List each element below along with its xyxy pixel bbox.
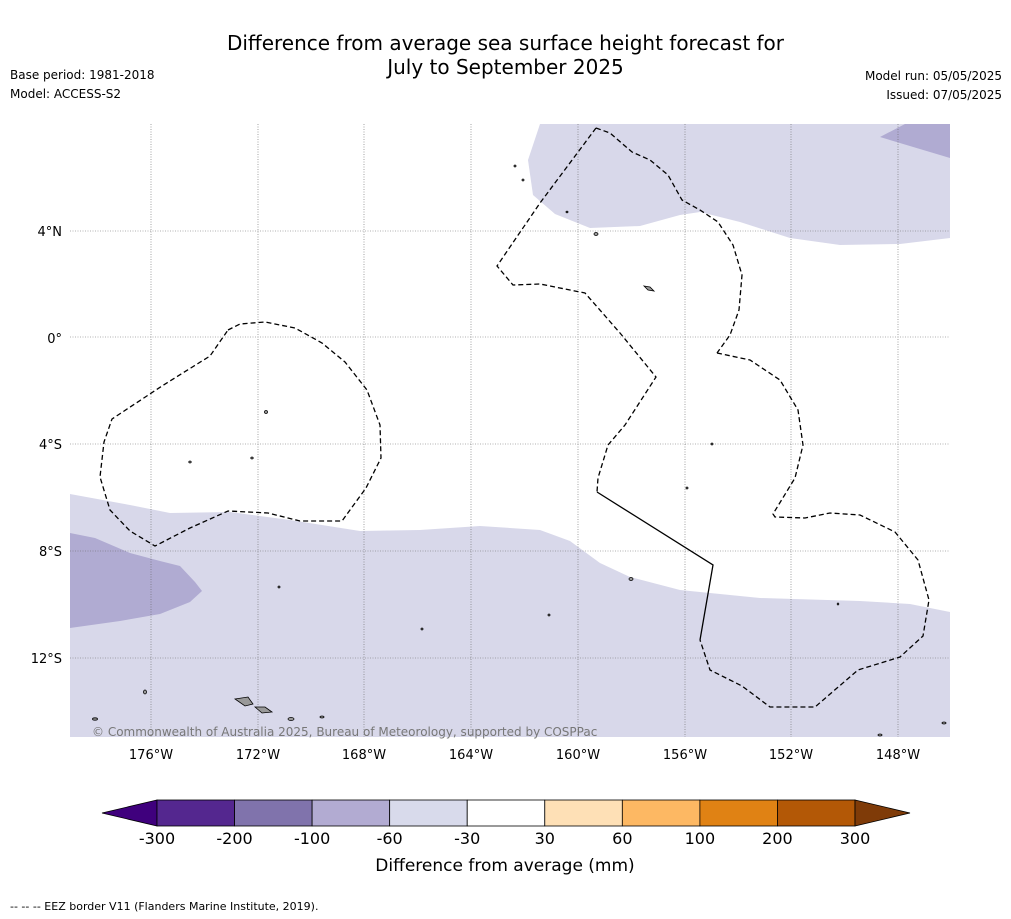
lon-label-148w: 148°W [876, 748, 920, 763]
lat-label-0: 0° [47, 332, 62, 347]
lat-label-4s: 4°S [39, 438, 62, 453]
colorbar-tick-label: -100 [294, 829, 330, 848]
eez-border-east [699, 352, 930, 708]
eez-border-north-2 [496, 127, 657, 493]
lat-label-8s: 8°S [39, 545, 62, 560]
colorbar-segment [544, 799, 623, 827]
lon-label-168w: 168°W [342, 748, 386, 763]
colorbar-tick-label: 300 [840, 829, 871, 848]
meta-left: Base period: 1981-2018 Model: ACCESS-S2 [10, 66, 155, 104]
colorbar-tick-label: 200 [762, 829, 793, 848]
colorbar-tick-label: -60 [377, 829, 403, 848]
eez-border-solid [596, 491, 714, 641]
anomaly-region-south [70, 494, 950, 737]
lon-label-176w: 176°W [129, 748, 173, 763]
lon-label-156w: 156°W [663, 748, 707, 763]
lon-label-172w: 172°W [236, 748, 280, 763]
colorbar-segment [621, 799, 701, 827]
colorbar-segment [466, 799, 546, 827]
lon-label-164w: 164°W [449, 748, 493, 763]
anomaly-region-northeast [880, 124, 950, 158]
colorbar-tick-label: -200 [216, 829, 252, 848]
colorbar-ticks: -300 -200 -100 -60 -30 30 60 100 200 300 [139, 829, 870, 848]
colorbar-tick-label: 30 [535, 829, 555, 848]
colorbar-segment [699, 799, 778, 827]
colorbar-tick-label: 60 [612, 829, 632, 848]
lon-label-152w: 152°W [769, 748, 813, 763]
anomaly-region-north [528, 124, 950, 245]
lat-label-4n: 4°N [38, 225, 63, 240]
eez-border-north [595, 127, 743, 354]
title-line-1: Difference from average sea surface heig… [226, 31, 785, 55]
colorbar-segment [156, 799, 235, 827]
colorbar-tick-label: 100 [685, 829, 716, 848]
copyright-text: © Commonwealth of Australia 2025, Bureau… [92, 725, 597, 739]
colorbar-segment [311, 799, 391, 827]
latitude-labels: 4°N 0° 4°S 8°S 12°S [31, 225, 62, 667]
colorbar-segment [234, 799, 313, 827]
chart-title: Difference from average sea surface heig… [0, 31, 1011, 79]
colorbar-extend-high [854, 799, 911, 827]
issued-date: Issued: 07/05/2025 [886, 88, 1002, 102]
gridlines [70, 124, 950, 737]
eez-borders [99, 127, 930, 708]
colorbar-tick-label: -30 [454, 829, 480, 848]
colorbar-extend-low [101, 799, 158, 827]
model-run: Model run: 05/05/2025 [864, 69, 1002, 83]
longitude-labels: 176°W 172°W 168°W 164°W 160°W 156°W 152°… [129, 748, 920, 763]
colorbar-title: Difference from average (mm) [375, 856, 634, 876]
colorbar-segment [389, 799, 468, 827]
title-line-2: July to September 2025 [387, 55, 624, 79]
eez-border-west [99, 321, 382, 547]
colorbar-tick-label: -300 [139, 829, 175, 848]
colorbar-segment [777, 799, 856, 827]
model-name: Model: ACCESS-S2 [10, 87, 122, 101]
eez-legend-text: -- -- -- EEZ border V11 (Flanders Marine… [10, 900, 319, 913]
base-period: Base period: 1981-2018 [10, 68, 155, 82]
samoa-island-1 [233, 696, 254, 707]
samoa-island-2 [253, 706, 274, 714]
colorbar [101, 799, 911, 827]
map-area [70, 124, 950, 737]
islands [92, 164, 947, 737]
meta-right: Model run: 05/05/2025 Issued: 07/05/2025 [865, 67, 1002, 105]
anomaly-region-southwest [70, 533, 202, 628]
lon-label-160w: 160°W [556, 748, 600, 763]
lat-label-12s: 12°S [31, 652, 62, 667]
